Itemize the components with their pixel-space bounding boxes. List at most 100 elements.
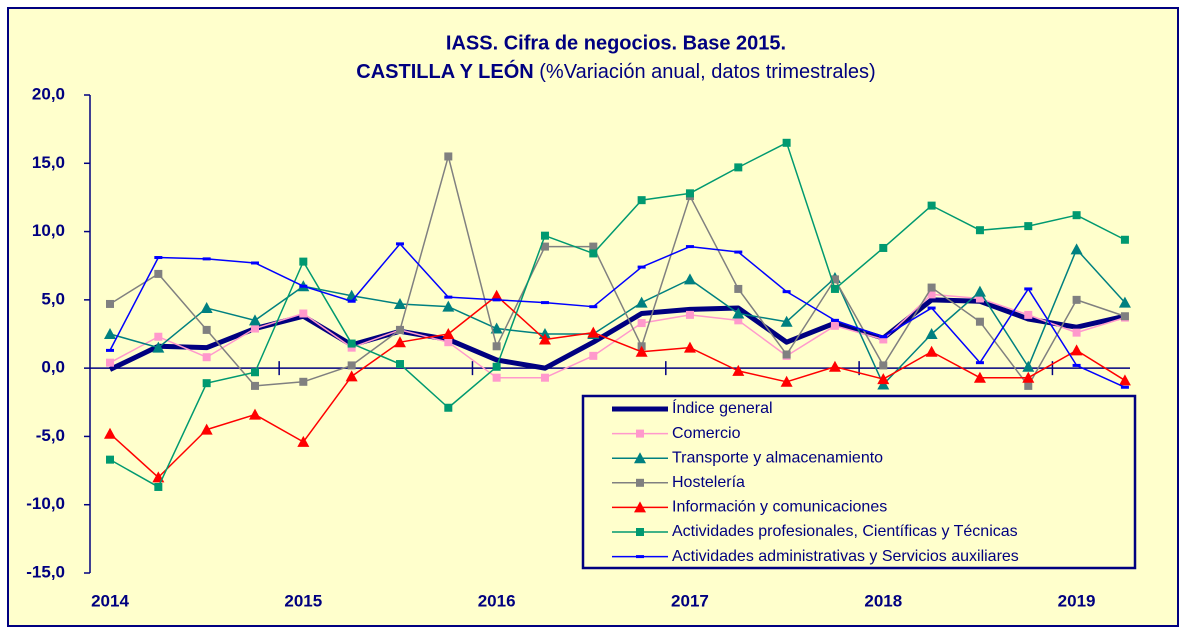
series-line: [109, 293, 1126, 379]
marker: [299, 309, 308, 318]
marker: [106, 455, 114, 464]
marker: [250, 368, 259, 377]
legend-label: Actividades profesionales, Científicas y…: [672, 523, 1018, 540]
marker: [927, 306, 936, 310]
marker: [635, 296, 648, 308]
x-tick-label: 2014: [91, 591, 129, 610]
marker: [154, 482, 163, 491]
marker: [925, 345, 938, 357]
series-line: [109, 155, 1126, 387]
marker: [780, 375, 793, 387]
marker: [637, 319, 646, 328]
subtitle-bold: CASTILLA Y LEÓN: [356, 59, 533, 83]
marker: [490, 322, 503, 334]
legend-label: Hostelería: [672, 474, 745, 491]
marker: [248, 408, 261, 420]
marker: [1120, 235, 1129, 244]
marker: [830, 275, 839, 284]
marker: [104, 328, 116, 339]
marker: [635, 345, 648, 357]
marker: [587, 326, 600, 338]
marker: [154, 256, 163, 260]
y-tick-label: 10,0: [32, 221, 65, 240]
marker: [879, 361, 888, 370]
marker: [250, 324, 259, 333]
x-tick-label: 2017: [671, 591, 709, 610]
marker: [393, 297, 406, 309]
marker: [347, 361, 356, 370]
marker: [299, 377, 308, 386]
marker: [299, 257, 308, 266]
marker: [442, 300, 455, 312]
chart-subtitle: CASTILLA Y LEÓN (%Variación anual, datos…: [356, 59, 875, 83]
series-line: [108, 297, 1126, 372]
series-line: [109, 243, 1126, 388]
y-tick-label: 20,0: [32, 84, 65, 103]
marker: [637, 196, 646, 205]
marker: [200, 423, 213, 435]
legend-marker: [636, 555, 644, 559]
marker: [1072, 363, 1081, 367]
marker: [1024, 310, 1033, 319]
marker: [1024, 222, 1033, 231]
marker: [540, 231, 549, 240]
marker: [683, 341, 696, 353]
y-tick-label: -10,0: [26, 494, 65, 513]
marker: [589, 242, 598, 251]
y-tick-label: -15,0: [26, 562, 65, 581]
x-tick-label: 2019: [1058, 591, 1096, 610]
marker: [492, 362, 501, 371]
marker: [927, 290, 936, 299]
marker: [540, 242, 549, 251]
marker: [782, 350, 791, 359]
marker: [538, 333, 551, 345]
marker: [973, 371, 986, 383]
marker: [395, 325, 404, 334]
marker: [1118, 296, 1131, 308]
marker: [734, 163, 743, 172]
marker: [492, 342, 501, 351]
marker: [152, 341, 165, 353]
marker: [1120, 385, 1129, 389]
marker: [104, 427, 116, 439]
legend-marker: [636, 429, 644, 438]
marker: [106, 299, 114, 308]
x-tick-label: 2018: [864, 591, 902, 610]
x-tick-label: 2016: [478, 591, 516, 610]
series-line: [109, 142, 1126, 488]
series-line: [109, 248, 1126, 386]
subtitle-text: (%Variación anual, datos trimestrales): [539, 61, 875, 83]
marker: [492, 373, 501, 382]
marker: [1120, 312, 1129, 321]
marker: [830, 321, 839, 330]
marker: [685, 245, 694, 249]
legend-label: Actividades administrativas y Servicios …: [672, 548, 1019, 565]
marker: [444, 403, 453, 412]
marker: [1118, 374, 1131, 386]
legend-box: [581, 394, 1137, 570]
legend-label: Información y comunicaciones: [672, 499, 887, 516]
marker: [250, 381, 259, 390]
legend-marker: [636, 478, 644, 487]
marker: [444, 152, 453, 161]
marker: [975, 294, 984, 303]
marker: [347, 343, 356, 352]
marker: [782, 138, 791, 147]
marker: [345, 370, 358, 382]
marker: [973, 285, 986, 297]
marker: [732, 307, 745, 319]
marker: [734, 250, 743, 254]
marker: [106, 358, 114, 367]
marker: [1072, 328, 1081, 337]
marker: [830, 318, 839, 322]
marker: [782, 290, 791, 294]
marker: [395, 242, 404, 246]
marker: [297, 435, 310, 447]
legend-label: Comercio: [672, 425, 741, 442]
legend-marker: [634, 452, 646, 464]
marker: [299, 284, 308, 288]
marker: [1070, 243, 1083, 255]
marker: [1022, 360, 1035, 372]
marker: [975, 317, 984, 326]
